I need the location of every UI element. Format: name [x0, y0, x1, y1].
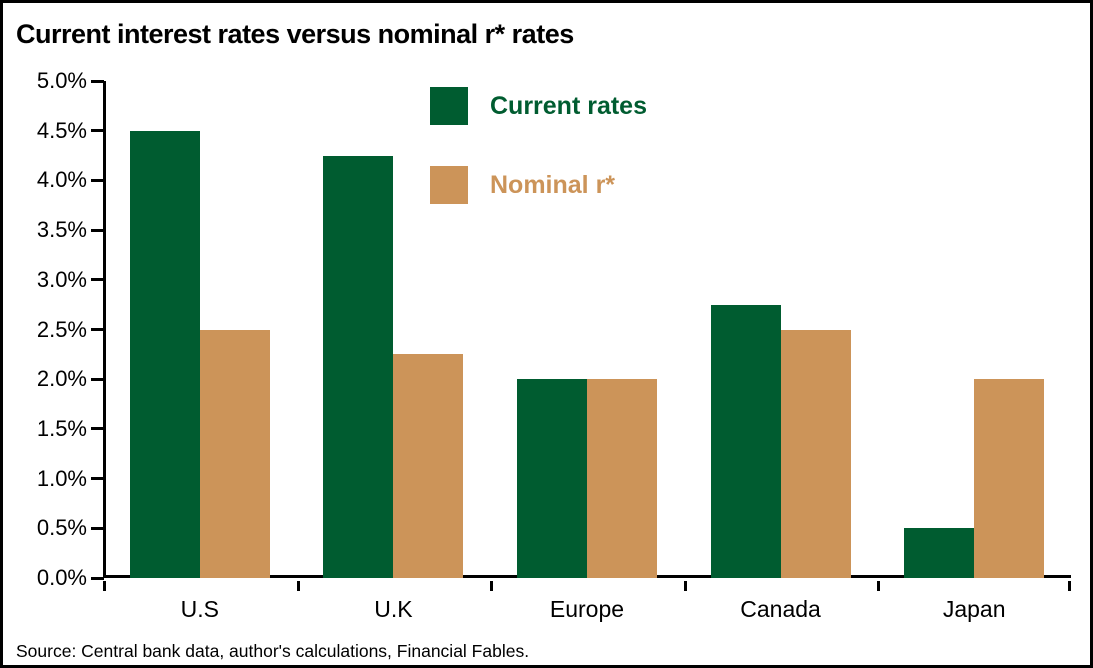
y-tick: [91, 477, 104, 481]
bar-group-japan: [877, 81, 1071, 578]
legend-item-current-rates: Current rates: [430, 87, 647, 125]
legend-swatch-current-rates: [430, 87, 468, 125]
bar-nominal-r-japan: [974, 379, 1045, 578]
source-note: Source: Central bank data, author's calc…: [16, 641, 530, 661]
chart-title: Current interest rates versus nominal r*…: [16, 19, 574, 49]
y-tick: [91, 278, 104, 282]
x-category-label-u-k: U.K: [374, 596, 413, 622]
x-tick: [683, 581, 687, 591]
y-tick-label: 0.0%: [36, 565, 87, 590]
y-tick-label: 4.5%: [36, 117, 87, 143]
bar-current-rates-u-k: [323, 155, 394, 578]
y-tick: [91, 576, 104, 580]
x-category-label-canada: Canada: [740, 596, 821, 622]
y-tick-label: 4.0%: [36, 167, 87, 193]
bar-nominal-r-u-s: [199, 329, 270, 578]
bar-group-canada: [684, 81, 878, 578]
bar-current-rates-japan: [904, 528, 975, 578]
y-tick: [91, 377, 104, 381]
y-tick: [91, 328, 104, 331]
x-category-label-u-s: U.S: [180, 596, 219, 622]
bar-current-rates-u-s: [129, 130, 200, 578]
bar-group-u-s: [103, 81, 297, 578]
bar-current-rates-canada: [710, 304, 781, 578]
y-tick: [91, 178, 104, 182]
x-tick: [1068, 581, 1071, 591]
legend-item-nominal-r-star: Nominal r*: [430, 166, 647, 204]
y-tick-label: 1.0%: [36, 465, 87, 491]
y-tick: [91, 79, 104, 83]
bar-nominal-r-canada: [780, 329, 851, 578]
legend-label-nominal-r-star: Nominal r*: [490, 170, 616, 199]
bar-groups: [103, 81, 1071, 578]
legend-label-current-rates: Current rates: [490, 91, 647, 120]
y-tick-label: 0.5%: [36, 515, 87, 541]
x-tick: [490, 581, 494, 591]
bar-group-europe: [490, 81, 684, 578]
y-tick: [91, 228, 104, 232]
y-tick-label: 2.0%: [36, 366, 87, 392]
y-tick-label: 5.0%: [36, 68, 87, 93]
bar-nominal-r-europe: [586, 379, 657, 578]
y-tick: [91, 427, 104, 431]
y-tick-label: 3.0%: [36, 266, 87, 292]
y-tick-label: 1.5%: [36, 415, 87, 441]
x-category-label-europe: Europe: [549, 596, 625, 622]
x-tick: [103, 581, 106, 591]
y-tick: [91, 526, 104, 530]
x-tick: [296, 581, 300, 591]
bar-group-u-k: [297, 81, 491, 578]
x-axis-labels: U.S U.K Europe Canada Japan: [103, 596, 1071, 623]
x-tick: [877, 581, 881, 591]
bar-nominal-r-u-k: [393, 354, 464, 578]
x-category-label-japan: Japan: [942, 596, 1006, 622]
y-tick: [91, 129, 104, 133]
bar-current-rates-europe: [516, 379, 587, 578]
legend-swatch-nominal-r-star: [430, 166, 468, 204]
legend: Current rates Nominal r*: [430, 87, 647, 245]
y-tick-label: 3.5%: [36, 217, 87, 243]
y-tick-label: 2.5%: [36, 316, 87, 342]
